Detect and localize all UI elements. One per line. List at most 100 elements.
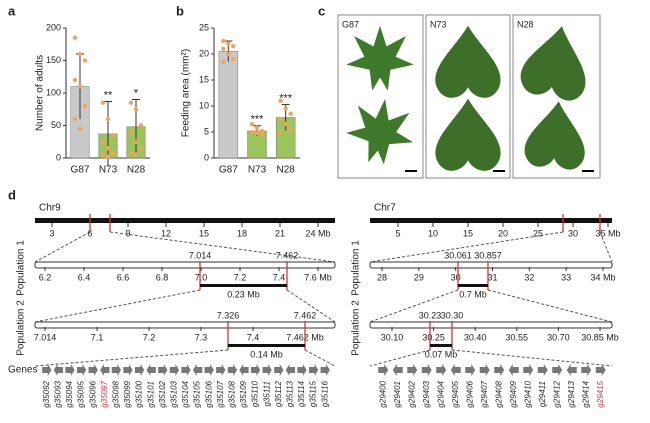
connector	[369, 231, 564, 263]
x-tick-label: N73	[99, 165, 118, 176]
gene-label: g35098	[112, 380, 121, 407]
data-point	[82, 58, 88, 63]
region-box	[369, 321, 613, 329]
interval	[228, 344, 305, 347]
data-point	[221, 46, 226, 51]
gene-label: g29411	[538, 381, 547, 407]
gene-arrow	[523, 364, 534, 376]
scale-label: 7.2	[234, 272, 247, 282]
connector	[34, 349, 229, 367]
gene-label: g29406	[465, 380, 474, 407]
data-point	[259, 132, 265, 137]
data-point	[105, 154, 111, 159]
gene-arrow	[274, 364, 284, 376]
scale-label: 21	[275, 228, 285, 238]
data-point	[100, 139, 106, 144]
scale-label: 20	[498, 228, 508, 238]
scale-label: 30.40	[464, 332, 487, 342]
data-point	[288, 111, 293, 117]
gene-arrow	[378, 364, 389, 376]
gene-label: g29413	[567, 380, 576, 407]
scale-label: 7.014	[34, 332, 57, 342]
gene-label: g29412	[552, 380, 561, 407]
scale-label: 6	[87, 228, 92, 238]
gene-label: g35101	[146, 381, 155, 408]
gene-label: g35111	[262, 381, 271, 407]
scale-label: 29	[414, 272, 424, 282]
gene-label: g35109	[239, 380, 248, 407]
genes-label: Genes	[8, 365, 37, 376]
gene-label: g29409	[509, 380, 518, 407]
data-point	[249, 129, 255, 135]
scale-label: 30.70	[547, 332, 570, 342]
gene-arrow	[123, 364, 133, 376]
population-label: Population 1	[351, 240, 362, 296]
y-tick-label: 50	[51, 120, 61, 130]
interval-label: 0.7 Mb	[459, 289, 487, 299]
gene-label: g35093	[54, 380, 63, 407]
data-point	[221, 59, 226, 64]
scale-label: 25	[533, 228, 543, 238]
connector	[369, 349, 431, 367]
gene-label: g35103	[170, 380, 179, 407]
data-point	[128, 129, 134, 135]
data-point	[128, 150, 134, 155]
data-point	[138, 146, 144, 151]
gene-label: g29407	[480, 380, 489, 407]
gene-arrow	[192, 364, 203, 376]
population-label: Population 2	[16, 300, 27, 356]
gene-label: g35108	[228, 380, 237, 407]
gene-arrow	[169, 364, 180, 376]
gene-label: g35105	[193, 380, 202, 407]
scale-label: 10	[428, 228, 438, 238]
gene-arrow	[308, 364, 319, 376]
x-tick-label: N28	[127, 165, 146, 176]
y-tick-label: 200	[46, 22, 61, 32]
data-point	[283, 106, 288, 111]
connector	[34, 231, 91, 263]
gene-label: g29405	[451, 380, 460, 407]
data-point	[128, 100, 134, 105]
scale-label: 30	[451, 272, 461, 282]
scale-label: 5	[395, 228, 400, 238]
scale-label: 6.8	[156, 272, 169, 282]
scale-label: 3	[49, 228, 54, 238]
scale-label: 32	[524, 272, 534, 282]
interval	[200, 284, 287, 287]
connector	[369, 289, 459, 323]
connector	[599, 231, 613, 263]
gene-arrow	[204, 364, 214, 376]
gene-arrow	[494, 364, 505, 376]
scale-label: 6.2	[39, 272, 52, 282]
region-box	[369, 261, 613, 269]
gene-label: g29401	[393, 381, 402, 408]
y-tick-label: 25	[199, 22, 209, 32]
y-tick-label: 100	[46, 87, 61, 97]
scale-label: 12	[161, 228, 171, 238]
population-label: Population 1	[16, 240, 27, 296]
y-tick-label: 0	[56, 152, 61, 162]
significance: *	[134, 87, 139, 99]
gene-arrow	[227, 364, 238, 376]
data-point	[77, 126, 83, 131]
scale-label: 7.1	[91, 332, 104, 342]
gene-label: g35095	[77, 380, 86, 407]
data-point	[231, 57, 236, 62]
data-point	[226, 41, 231, 46]
data-point	[221, 38, 226, 44]
interval-label: 0.07 Mb	[425, 349, 458, 359]
data-point	[278, 116, 283, 122]
scale-label: 30.85 Mb	[581, 332, 619, 342]
scale-label: 9	[125, 228, 130, 238]
gene-arrow	[146, 364, 156, 376]
data-point	[278, 129, 283, 135]
scale-label: 34 Mb	[590, 272, 615, 282]
gene-arrow	[552, 364, 563, 376]
gene-label: g35096	[88, 380, 97, 407]
variety-label: N28	[517, 19, 534, 29]
gene-label: g29410	[523, 380, 532, 407]
gene-label: g35104	[181, 380, 190, 407]
gene-arrow	[158, 364, 168, 376]
scale-label: 24 Mb	[305, 228, 330, 238]
